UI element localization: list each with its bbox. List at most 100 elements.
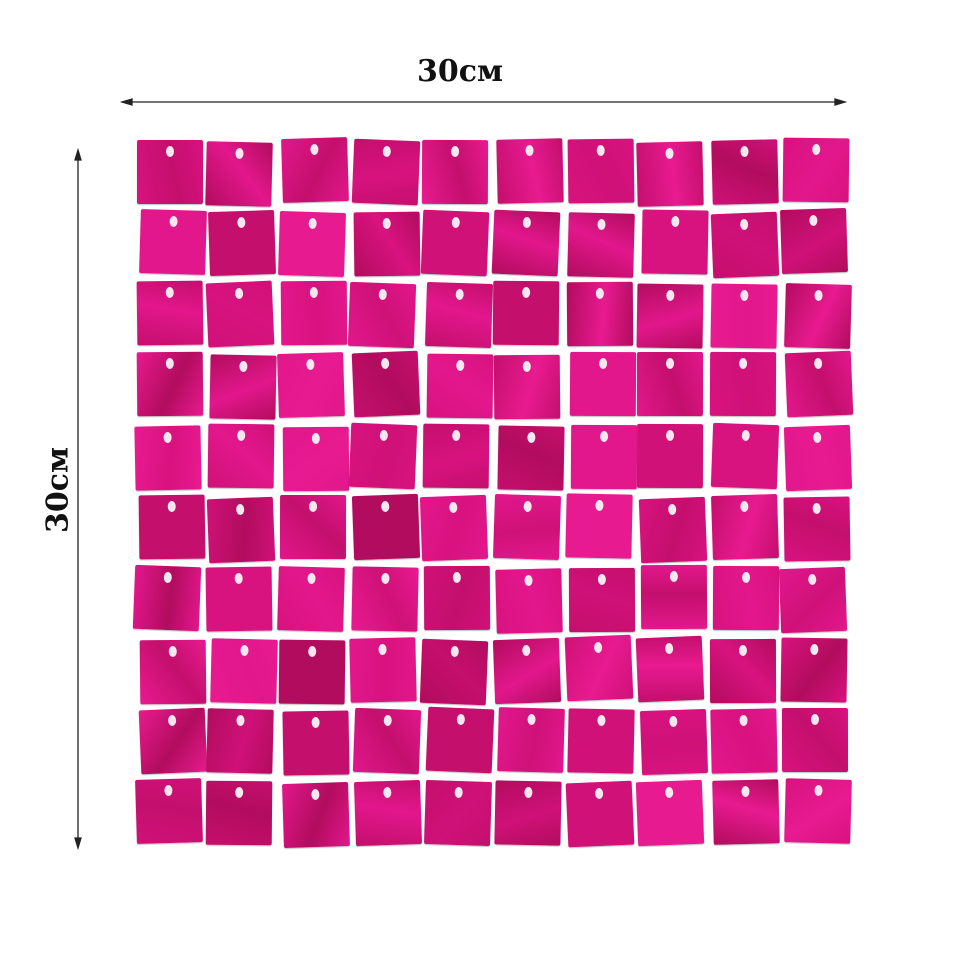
sequin-hole: [235, 787, 244, 799]
sequin-hole: [599, 431, 608, 443]
sequin-tile: [282, 710, 350, 776]
sequin-hole: [522, 645, 531, 657]
sequin-tile: [780, 637, 848, 703]
sequin-tile: [497, 425, 565, 491]
sequin-tile: [491, 209, 561, 277]
sequin-tile: [136, 140, 203, 205]
sequin-tile: [351, 566, 419, 632]
sequin-tile: [711, 494, 780, 561]
sequin-hole: [309, 144, 319, 156]
width-arrow-right-head: [834, 98, 848, 106]
sequin-hole: [240, 645, 249, 657]
sequin-tile: [425, 706, 495, 773]
sequin-hole: [456, 713, 465, 725]
sequin-tile: [277, 565, 346, 632]
sequin-tile: [424, 281, 493, 349]
sequin-hole: [738, 644, 747, 656]
sequin-tile: [636, 283, 704, 349]
height-arrow-top-head: [74, 147, 82, 161]
sequin-hole: [668, 503, 677, 515]
sequin-tile: [138, 209, 207, 276]
sequin-hole: [741, 430, 751, 442]
sequin-hole: [164, 785, 173, 797]
sequin-hole: [813, 357, 822, 370]
sequin-tile: [637, 352, 704, 417]
sequin-tile: [419, 639, 489, 706]
sequin-tile: [569, 352, 636, 417]
sequin-tile: [565, 780, 635, 848]
sequin-hole: [739, 715, 748, 727]
sequin-hole: [814, 289, 823, 302]
sequin-hole: [311, 717, 321, 729]
sequin-tile: [636, 140, 704, 207]
sequin-tile: [351, 138, 421, 206]
sequin-hole: [454, 787, 463, 799]
sequin-tile: [712, 779, 780, 845]
sequin-hole: [456, 359, 465, 371]
sequin-hole: [812, 432, 822, 444]
sequin-hole: [379, 289, 388, 301]
sequin-hole: [595, 499, 604, 512]
sequin-tile: [567, 708, 635, 774]
sequin-hole: [526, 714, 536, 726]
sequin-tile: [779, 208, 848, 275]
sequin-hole: [740, 218, 749, 230]
sequin-hole: [307, 572, 316, 584]
sequin-tile: [281, 280, 348, 345]
sequin-hole: [380, 500, 390, 513]
sequin-tile: [206, 780, 273, 846]
sequin-hole: [311, 432, 320, 444]
sequin-hole: [523, 360, 532, 372]
sequin-hole: [169, 216, 178, 228]
sequin-hole: [666, 430, 675, 442]
sequin-hole: [522, 286, 531, 298]
sequin-hole: [597, 714, 606, 726]
sequin-hole: [163, 431, 172, 443]
sequin-hole: [741, 785, 750, 798]
sequin-hole: [665, 787, 674, 799]
sequin-tile: [349, 637, 417, 703]
sequin-hole: [310, 286, 319, 298]
sequin-hole: [741, 572, 750, 584]
sequin-hole: [308, 218, 318, 230]
sequin-tile: [710, 708, 778, 775]
sequin-tile: [566, 211, 635, 278]
sequin-tile: [569, 567, 636, 633]
sequin-hole: [450, 646, 460, 658]
sequin-tile: [641, 565, 708, 630]
sequin-tile: [494, 780, 562, 847]
sequin-hole: [235, 503, 245, 516]
sequin-hole: [593, 642, 602, 654]
sequin-tile: [136, 351, 203, 417]
sequin-tile: [565, 493, 633, 559]
sequin-tile: [348, 282, 417, 349]
sequin-tile: [280, 137, 349, 204]
sequin-tile: [281, 781, 350, 848]
sequin-hole: [739, 357, 748, 369]
width-arrow-left-head: [119, 98, 133, 106]
sequin-hole: [237, 429, 246, 441]
sequin-tile: [710, 423, 780, 490]
sequin-tile: [496, 138, 564, 204]
sequin-tile: [710, 283, 778, 349]
sequin-tile: [493, 280, 560, 345]
sequin-hole: [598, 573, 607, 585]
sequin-tile: [139, 639, 207, 704]
sequin-hole: [452, 216, 461, 228]
sequin-tile: [136, 280, 204, 346]
sequin-hole: [596, 145, 605, 157]
sequin-tile: [712, 566, 779, 631]
sequin-tile: [638, 496, 708, 563]
sequin-hole: [379, 429, 388, 441]
sequin-tile: [711, 211, 780, 278]
sequin-tile: [133, 564, 202, 632]
sequin-tile: [639, 708, 708, 776]
sequin-hole: [235, 287, 244, 299]
sequin-tile: [280, 494, 347, 559]
sequin-tile: [134, 425, 202, 491]
sequin-tile: [570, 425, 637, 490]
sequin-tile: [210, 638, 279, 704]
sequin-tile: [206, 496, 276, 564]
sequin-tile: [422, 423, 490, 489]
sequin-tile: [135, 778, 203, 845]
